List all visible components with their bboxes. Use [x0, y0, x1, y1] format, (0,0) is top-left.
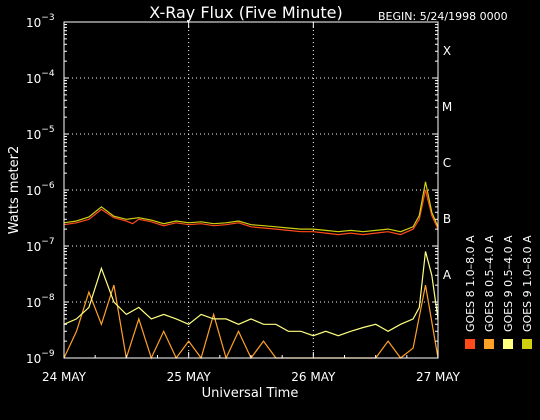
legend-swatch [522, 339, 532, 349]
y-tick-label: 10−4 [26, 69, 55, 86]
y-tick-exponent: −8 [41, 293, 55, 303]
y-tick-label: 10−6 [26, 181, 55, 198]
x-tick-label: 26 MAY [291, 370, 336, 384]
y-tick-label: 10−8 [26, 293, 55, 310]
legend-swatch [465, 339, 475, 349]
series-line [63, 189, 439, 236]
flare-class-label: M [442, 100, 452, 114]
series-line [63, 251, 439, 337]
y-tick-label: 10−7 [26, 237, 55, 254]
flare-class-labels: X M C B A [442, 44, 452, 282]
begin-label: BEGIN: 5/24/1998 0000 [378, 10, 508, 23]
y-tick-exponent: −7 [41, 237, 54, 247]
flare-class-label: X [443, 44, 451, 58]
x-tick-label: 27 MAY [416, 370, 461, 384]
flare-class-label: A [443, 268, 452, 282]
series-line [63, 181, 439, 233]
y-tick-label: 10−3 [26, 13, 55, 30]
legend-label: GOES 8 0.5–4.0 A [483, 235, 496, 332]
y-tick-exponent: −9 [41, 349, 55, 359]
y-tick-exponent: −4 [41, 69, 55, 79]
x-tick-label: 25 MAY [167, 370, 212, 384]
y-tick-label: 10−5 [26, 125, 55, 142]
series-lines [63, 181, 439, 360]
series-line [63, 284, 439, 360]
legend-swatch [484, 339, 494, 349]
grid [64, 22, 438, 358]
legend-label: GOES 9 0.5–4.0 A [502, 235, 515, 332]
y-tick-exponent: −3 [41, 13, 54, 23]
chart-title: X-Ray Flux (Five Minute) [149, 3, 342, 22]
y-tick-exponent: −6 [41, 181, 55, 191]
y-axis-label: Watts meter2 [7, 146, 22, 234]
flare-class-label: B [443, 212, 451, 226]
legend-swatch [503, 339, 513, 349]
y-tick-label: 10−9 [26, 349, 55, 366]
flare-class-label: C [443, 156, 451, 170]
x-ticks: 24 MAY 25 MAY 26 MAY 27 MAY [42, 22, 461, 384]
legend-label: GOES 8 1.0–8.0 A [464, 235, 477, 332]
y-tick-exponent: −5 [41, 125, 54, 135]
x-tick-label: 24 MAY [42, 370, 87, 384]
legend: GOES 8 1.0–8.0 A GOES 8 0.5–4.0 A GOES 9 0… [464, 235, 534, 349]
legend-label: GOES 9 1.0–8.0 A [521, 235, 534, 332]
x-axis-label: Universal Time [202, 386, 299, 401]
